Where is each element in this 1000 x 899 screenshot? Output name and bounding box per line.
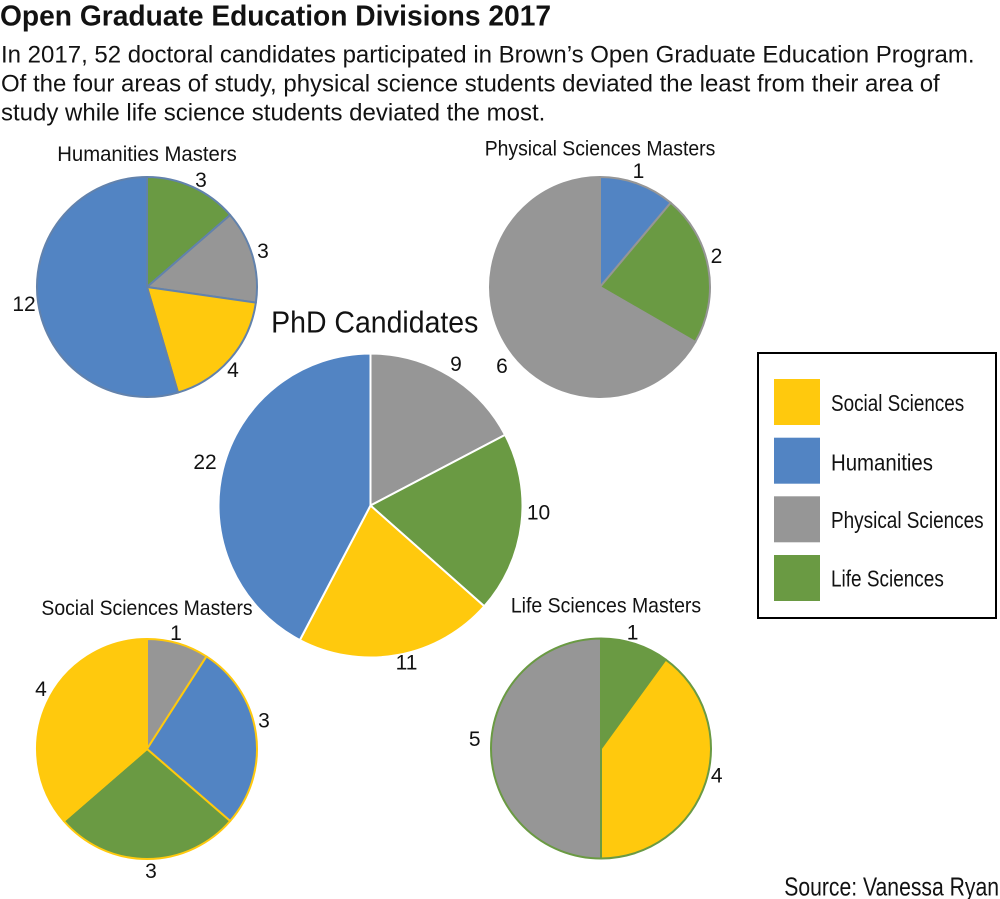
svg-text:Life Sciences Masters: Life Sciences Masters bbox=[511, 595, 701, 618]
svg-text:1: 1 bbox=[170, 622, 182, 645]
svg-text:11: 11 bbox=[396, 652, 418, 675]
svg-text:4: 4 bbox=[35, 678, 47, 701]
svg-text:2: 2 bbox=[711, 245, 723, 268]
svg-text:Life Sciences: Life Sciences bbox=[831, 567, 944, 592]
svg-text:3: 3 bbox=[257, 240, 269, 263]
svg-text:Social Sciences Masters: Social Sciences Masters bbox=[41, 597, 252, 620]
svg-text:Physical Sciences Masters: Physical Sciences Masters bbox=[485, 138, 716, 161]
svg-text:Physical Sciences: Physical Sciences bbox=[831, 508, 984, 533]
svg-text:6: 6 bbox=[496, 355, 508, 378]
svg-text:Humanities Masters: Humanities Masters bbox=[57, 143, 237, 166]
svg-text:4: 4 bbox=[711, 764, 723, 787]
svg-text:Social Sciences: Social Sciences bbox=[831, 391, 964, 416]
svg-text:PhD Candidates: PhD Candidates bbox=[271, 306, 478, 340]
svg-text:9: 9 bbox=[450, 353, 462, 376]
svg-text:1: 1 bbox=[627, 622, 639, 645]
svg-text:1: 1 bbox=[633, 160, 645, 183]
svg-text:Source: Vanessa Ryan: Source: Vanessa Ryan bbox=[784, 873, 999, 899]
svg-text:Open Graduate Education Divisi: Open Graduate Education Divisions 2017 bbox=[0, 0, 551, 32]
svg-text:10: 10 bbox=[527, 502, 550, 525]
svg-text:Of the four areas of study, ph: Of the four areas of study, physical sci… bbox=[1, 70, 940, 97]
svg-text:4: 4 bbox=[227, 359, 239, 382]
svg-text:3: 3 bbox=[258, 710, 270, 733]
svg-text:22: 22 bbox=[193, 451, 216, 474]
svg-text:study while life science stude: study while life science students deviat… bbox=[1, 99, 545, 126]
svg-text:In 2017, 52 doctoral candidate: In 2017, 52 doctoral candidates particip… bbox=[1, 41, 975, 68]
svg-text:Humanities: Humanities bbox=[831, 449, 933, 475]
svg-text:3: 3 bbox=[145, 860, 157, 883]
svg-text:5: 5 bbox=[469, 728, 481, 751]
svg-text:12: 12 bbox=[12, 293, 35, 316]
svg-text:3: 3 bbox=[195, 169, 207, 192]
